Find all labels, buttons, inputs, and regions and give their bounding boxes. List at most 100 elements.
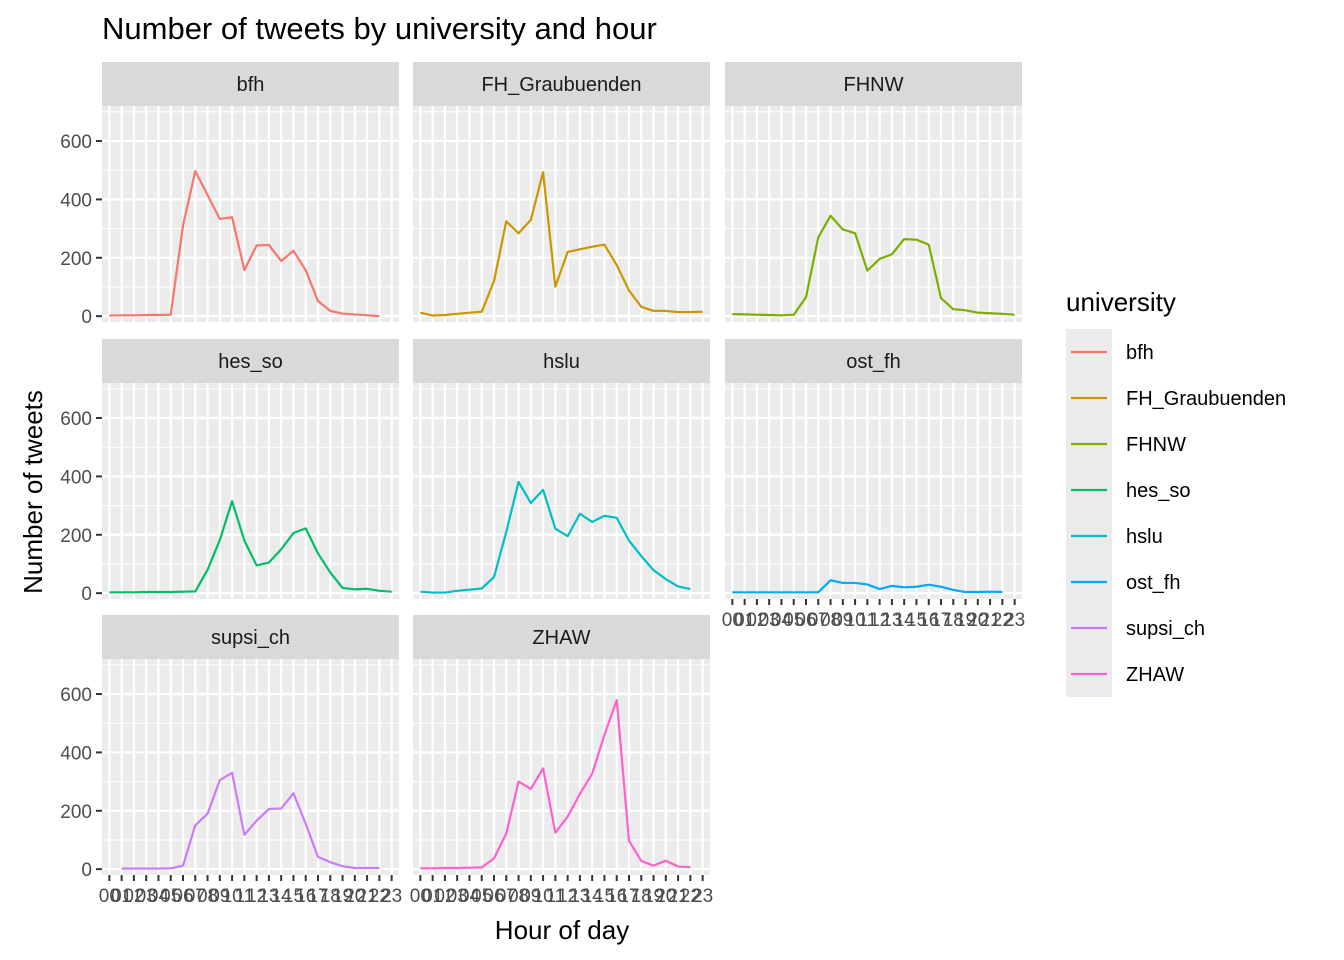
x-tick-label: 21: [668, 886, 689, 907]
x-tick-label: 12: [246, 886, 267, 907]
x-tick-label: 13: [881, 610, 902, 631]
x-tick-label: 20: [967, 610, 988, 631]
legend-entry-bfh: bfh: [1066, 329, 1154, 375]
x-tick-label: 01: [422, 886, 443, 907]
legend-label: ZHAW: [1126, 664, 1184, 686]
facet-strip: [725, 339, 1022, 383]
legend-label: supsi_ch: [1126, 618, 1205, 640]
facet-panel-FH_Graubuenden: FH_Graubuenden: [413, 62, 710, 322]
x-tick-label: 22: [369, 886, 390, 907]
x-tick-label: 09: [832, 610, 853, 631]
series-line-ost_fh: [732, 579, 1003, 594]
x-tick-label: 11: [234, 886, 254, 907]
x-tick-label: 09: [520, 886, 541, 907]
facet-strip: [413, 615, 710, 659]
x-tick-label: 22: [680, 886, 701, 907]
x-tick-label: 04: [148, 886, 170, 907]
series-line-hslu: [420, 480, 691, 594]
facet-strip: [102, 339, 399, 383]
x-tick-label: 04: [771, 610, 793, 631]
legend-entry-hslu: hslu: [1066, 513, 1163, 559]
facet-panel-ZHAW: ZHAW 000102030405060708091011121314151617…: [410, 615, 713, 907]
series-line-FH_Graubuenden: [420, 171, 703, 317]
x-tick-label: 17: [930, 610, 951, 631]
x-tick-label: 02: [434, 886, 455, 907]
x-tick-label: 07: [808, 610, 829, 631]
x-tick-label: 08: [820, 610, 841, 631]
x-tick-label: 05: [471, 886, 492, 907]
facet-strip-label: hslu: [543, 351, 580, 373]
y-tick-label: 0: [81, 860, 92, 881]
x-tick-label: 10: [533, 886, 554, 907]
y-tick-label: 200: [60, 802, 92, 823]
x-tick-label: 04: [459, 886, 481, 907]
facet-panel-hslu: hslu: [413, 339, 710, 599]
x-tick-label: 05: [160, 886, 181, 907]
legend: university bfh FH_Graubuenden FHNW hes_sohs…: [1066, 287, 1286, 697]
x-tick-label: 02: [746, 610, 767, 631]
legend-entry-FH_Graubuenden: FH_Graubuenden: [1066, 375, 1286, 421]
x-tick-label: 22: [992, 610, 1013, 631]
facet-strip: [413, 339, 710, 383]
x-tick-label: 07: [185, 886, 206, 907]
x-tick-label: 19: [332, 886, 353, 907]
y-tick-label: 0: [81, 307, 92, 328]
x-tick-label: 19: [955, 610, 976, 631]
facet-panel-ost_fh: ost_fh 0001020304050607080910111213141516…: [722, 339, 1025, 631]
x-tick-label: 14: [582, 886, 604, 907]
legend-entry-hes_so: hes_so: [1066, 467, 1191, 513]
x-tick-label: 05: [783, 610, 804, 631]
x-tick-label: 19: [643, 886, 664, 907]
x-tick-label: 16: [918, 610, 939, 631]
facet-strip-label: ZHAW: [532, 627, 590, 649]
facet-panel-FHNW: FHNW: [725, 62, 1022, 322]
y-tick-label: 400: [60, 467, 92, 488]
series-line-FHNW: [732, 214, 1015, 317]
legend-entry-supsi_ch: supsi_ch: [1066, 605, 1205, 651]
x-tick-label: 06: [483, 886, 504, 907]
x-tick-label: 16: [295, 886, 316, 907]
x-tick-label: 09: [209, 886, 230, 907]
y-tick-label: 600: [60, 409, 92, 430]
x-tick-label: 15: [594, 886, 615, 907]
x-tick-label: 16: [606, 886, 627, 907]
x-tick-label: 03: [136, 886, 157, 907]
series-line-bfh: [109, 169, 380, 318]
legend-label: ost_fh: [1126, 572, 1180, 594]
x-tick-label: 03: [447, 886, 468, 907]
x-tick-label: 11: [545, 886, 565, 907]
facet-panel-bfh: bfh 0 200 400 600: [60, 62, 399, 328]
x-tick-label: 06: [795, 610, 816, 631]
x-tick-label: 01: [111, 886, 132, 907]
y-tick-label: 600: [60, 685, 92, 706]
y-tick-label: 200: [60, 249, 92, 270]
x-tick-label: 23: [692, 886, 713, 907]
x-tick-label: 13: [258, 886, 279, 907]
x-tick-label: 20: [344, 886, 365, 907]
x-tick-label: 00: [99, 886, 120, 907]
chart-title: Number of tweets by university and hour: [102, 11, 657, 46]
x-tick-label: 12: [869, 610, 890, 631]
legend-entry-FHNW: FHNW: [1066, 421, 1186, 467]
series-line-ZHAW: [420, 699, 691, 870]
facet-strip-label: bfh: [237, 74, 265, 96]
facet-strip-label: hes_so: [218, 351, 283, 373]
facet-strip: [102, 62, 399, 106]
x-tick-label: 17: [618, 886, 639, 907]
y-tick-label: 200: [60, 526, 92, 547]
x-tick-label: 23: [1004, 610, 1025, 631]
y-tick-label: 400: [60, 743, 92, 764]
x-tick-label: 21: [357, 886, 378, 907]
x-tick-label: 18: [631, 886, 652, 907]
x-tick-label: 10: [222, 886, 243, 907]
x-tick-label: 12: [557, 886, 578, 907]
x-tick-label: 06: [172, 886, 193, 907]
x-axis-title: Hour of day: [495, 915, 629, 945]
x-tick-label: 21: [980, 610, 1001, 631]
legend-label: hslu: [1126, 526, 1163, 548]
series-line-supsi_ch: [121, 771, 380, 870]
legend-title: university: [1066, 287, 1176, 317]
x-tick-label: 00: [410, 886, 431, 907]
y-tick-label: 400: [60, 190, 92, 211]
